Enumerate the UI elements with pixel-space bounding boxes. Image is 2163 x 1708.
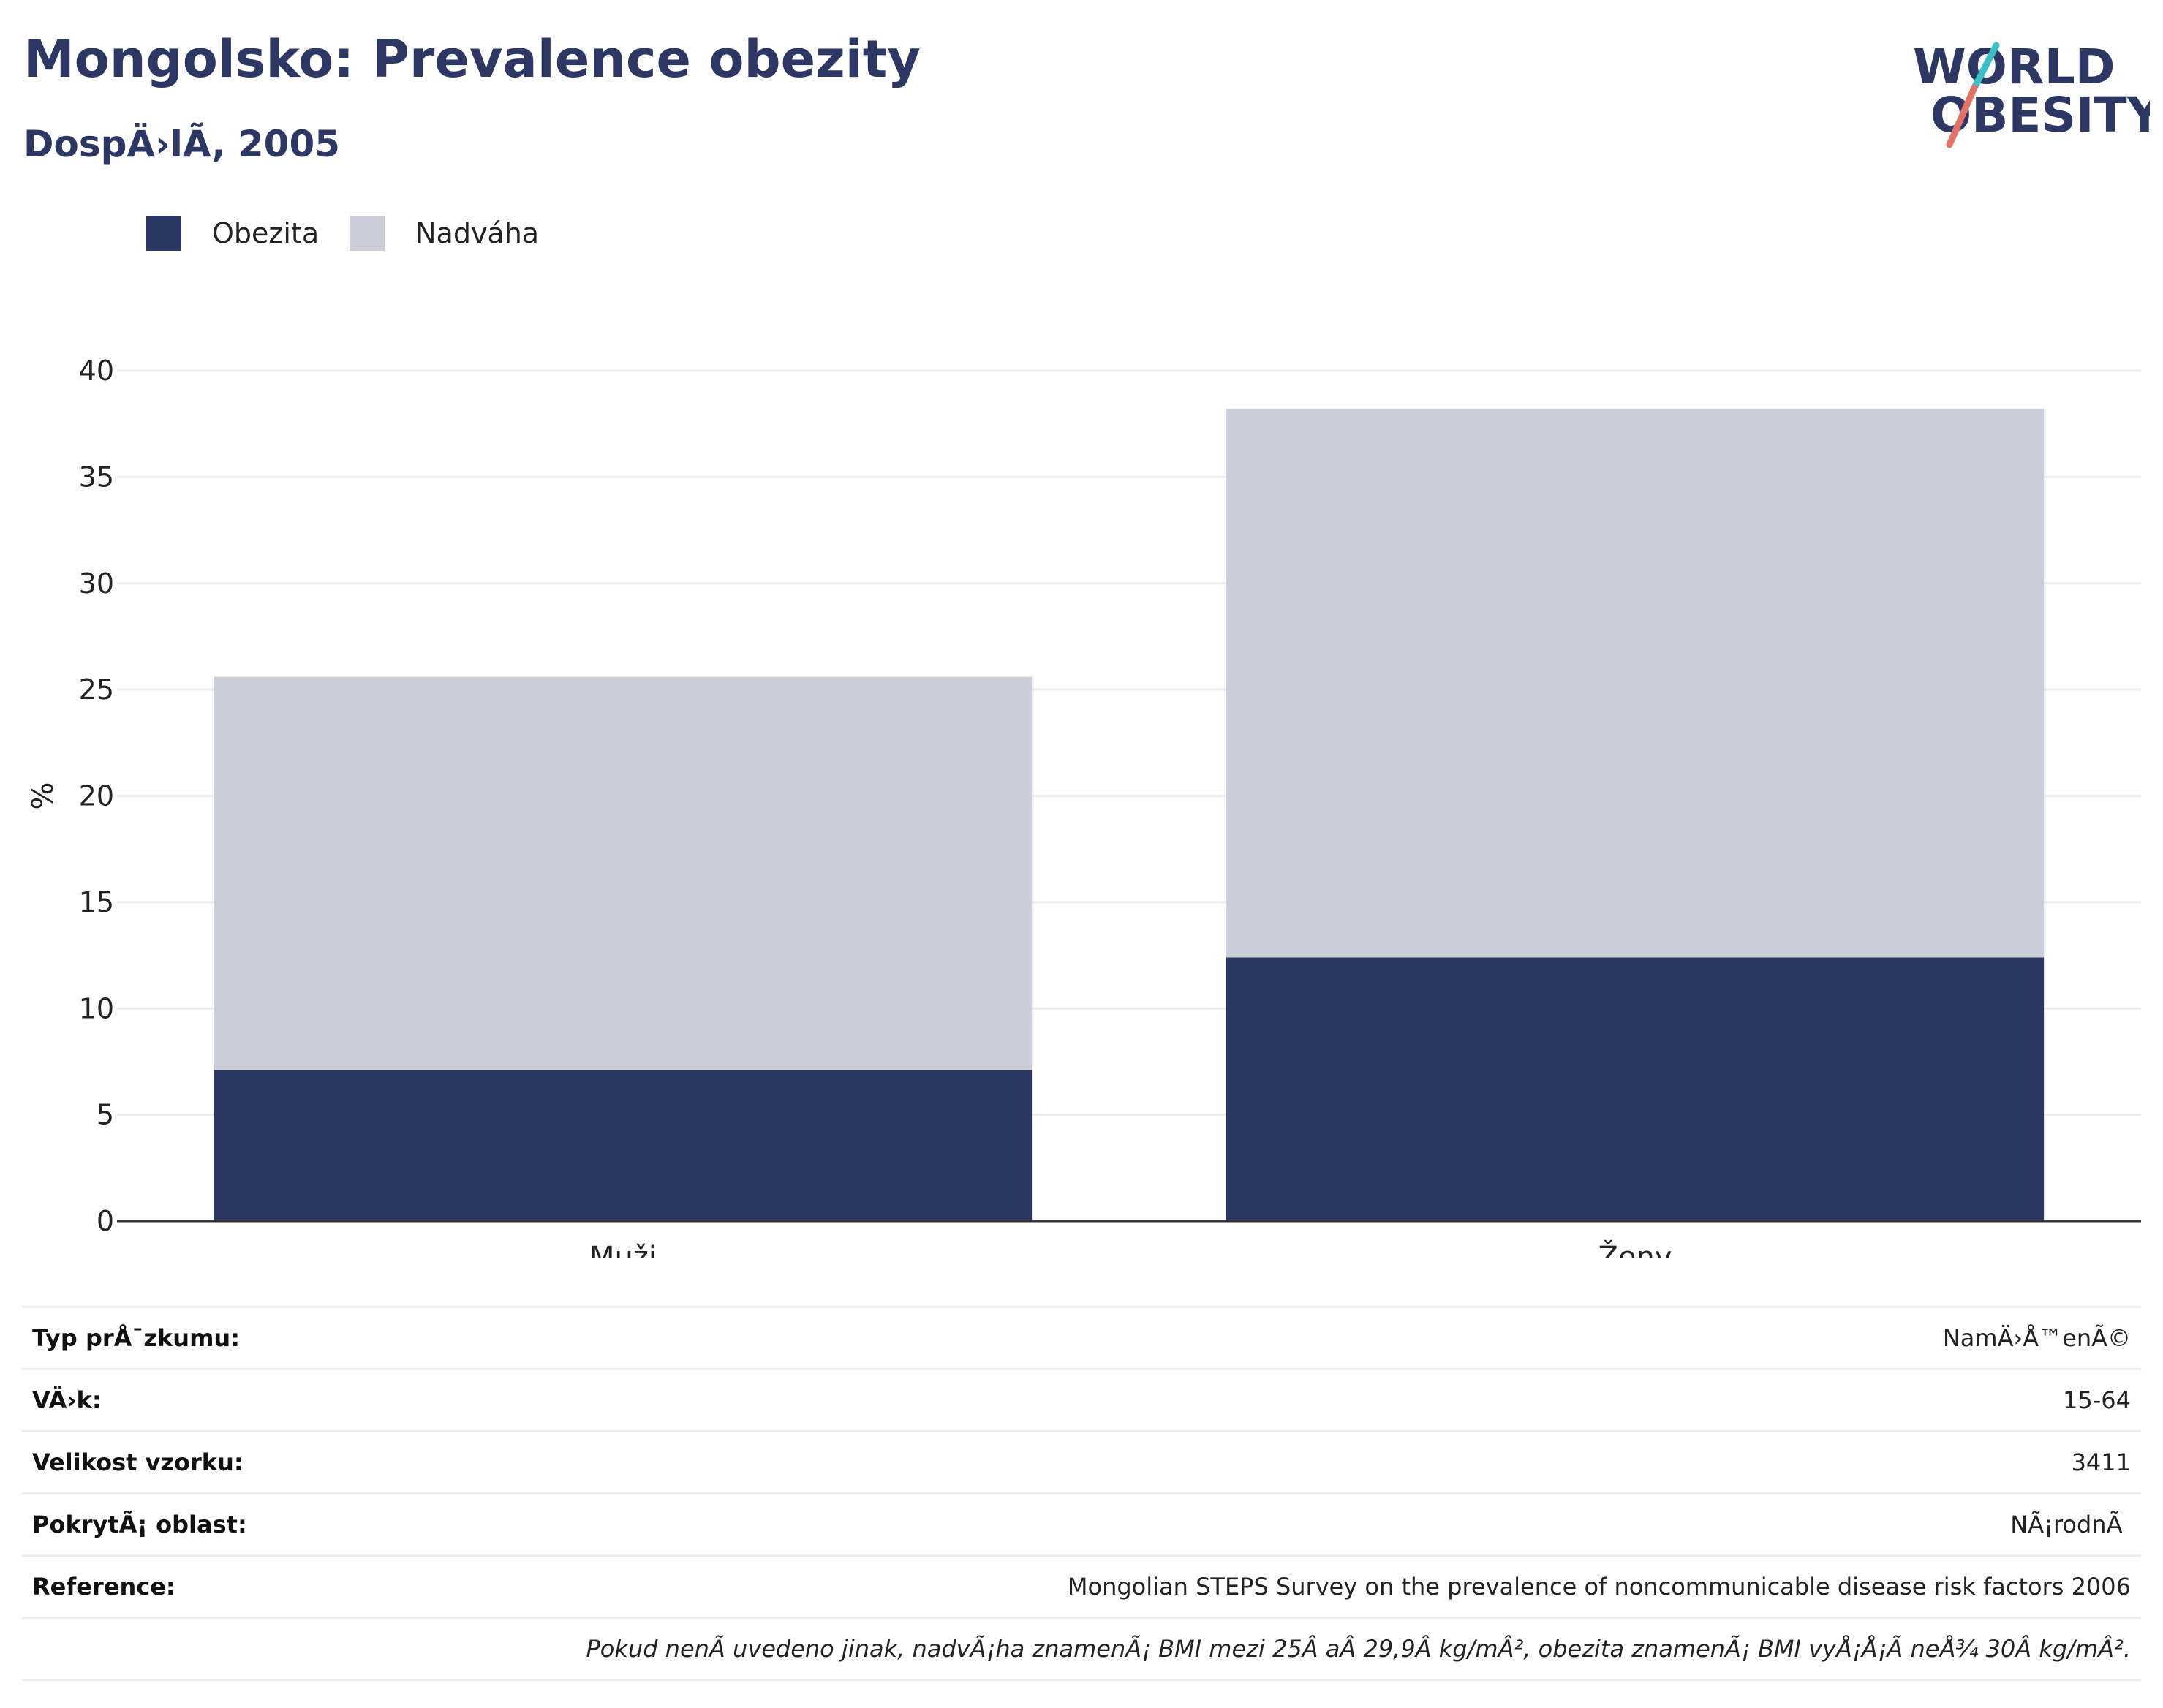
legend-label-nadvaha: Nadváha <box>415 217 540 249</box>
info-label: Typ prÅ¯zkumu: <box>32 1324 240 1352</box>
chart-title: Mongolsko: Prevalence obezity <box>23 29 921 89</box>
info-value: NÃ¡rodnÃ­ <box>2010 1511 2123 1538</box>
world-obesity-logo: WORLD OBESITY <box>1913 39 2150 148</box>
legend-swatch-nadvaha <box>350 216 385 251</box>
info-value: 3411 <box>2071 1448 2131 1476</box>
legend-swatch-obezita <box>146 216 181 251</box>
info-row-sample-size: Velikost vzorku: 3411 <box>22 1430 2141 1492</box>
info-value: NamÄ›Å™enÃ© <box>1942 1324 2131 1352</box>
info-label: Reference: <box>32 1573 175 1601</box>
legend-label-obezita: Obezita <box>212 217 320 249</box>
chart-subtitle: DospÄ›lÃ­, 2005 <box>23 123 341 165</box>
info-row-survey-type: Typ prÅ¯zkumu: NamÄ›Å™enÃ© <box>22 1306 2141 1368</box>
chart-legend: Obezita Nadváha <box>146 216 570 251</box>
info-label: PokrytÃ¡ oblast: <box>32 1511 247 1538</box>
bar-chart: 0 5 10 15 20 25 30 35 40 Muži Ženy% <box>26 355 2141 1258</box>
legend-item-nadvaha: Nadváha <box>350 216 539 251</box>
x-tick-label: Muži <box>589 1241 657 1258</box>
y-tick-label: 10 <box>79 992 114 1024</box>
info-row-reference: Reference: Mongolian STEPS Survey on the… <box>22 1554 2141 1617</box>
info-label: Velikost vzorku: <box>32 1448 244 1476</box>
logo-line1: WORLD <box>1913 39 2115 95</box>
y-tick-label: 40 <box>79 355 114 387</box>
y-tick-label: 15 <box>79 886 114 918</box>
y-axis-label: % <box>26 782 60 809</box>
legend-item-obezita: Obezita <box>146 216 319 251</box>
bar-nadv-ha-0 <box>214 676 1033 1070</box>
bar-obezita-1 <box>1226 957 2045 1221</box>
info-value: 15-64 <box>2063 1386 2131 1414</box>
info-value: Mongolian STEPS Survey on the prevalence… <box>1067 1573 2131 1601</box>
bar-obezita-0 <box>214 1070 1033 1221</box>
info-row-coverage: PokrytÃ¡ oblast: NÃ¡rodnÃ­ <box>22 1492 2141 1554</box>
y-tick-label: 25 <box>79 673 114 706</box>
footnote: Pokud nenÃ­ uvedeno jinak, nadvÃ¡ha znam… <box>22 1617 2141 1681</box>
y-tick-label: 35 <box>79 461 114 493</box>
info-row-age: VÄ›k: 15-64 <box>22 1368 2141 1430</box>
x-tick-label: Ženy <box>1598 1239 1672 1258</box>
survey-info-table: Typ prÅ¯zkumu: NamÄ›Å™enÃ© VÄ›k: 15-64 V… <box>22 1306 2141 1681</box>
y-tick-label: 30 <box>79 567 114 600</box>
footnote-text: Pokud nenÃ­ uvedeno jinak, nadvÃ¡ha znam… <box>586 1635 2132 1663</box>
y-tick-label: 20 <box>79 780 114 812</box>
y-tick-label: 0 <box>97 1205 114 1237</box>
y-tick-label: 5 <box>97 1099 114 1131</box>
bar-nadv-ha-1 <box>1226 409 2045 958</box>
info-label: VÄ›k: <box>32 1386 102 1414</box>
